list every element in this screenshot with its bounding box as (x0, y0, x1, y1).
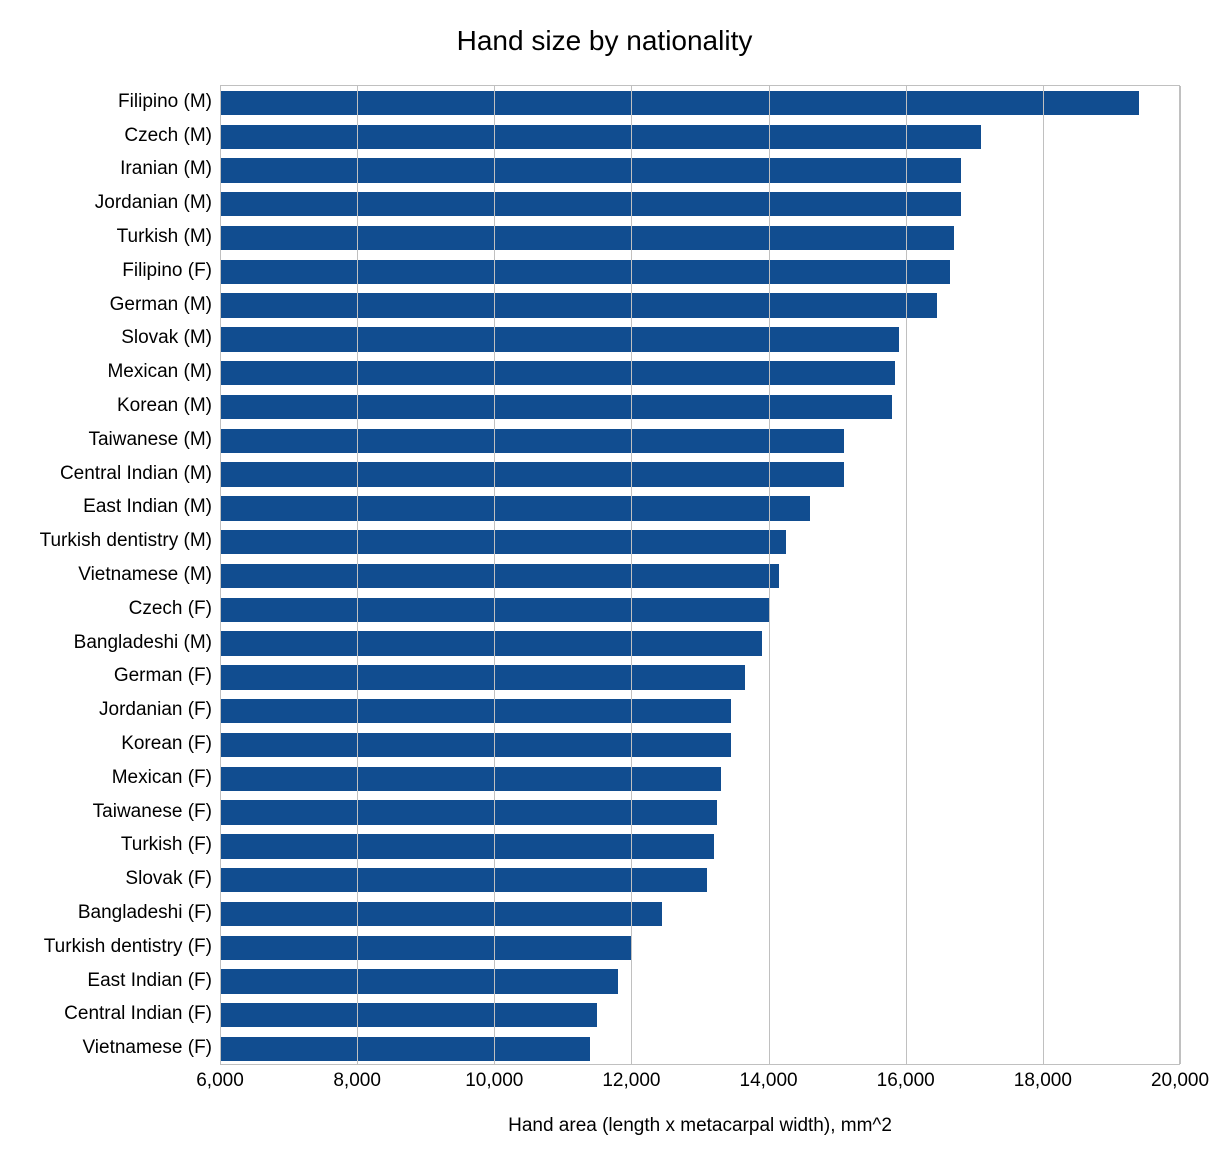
gridline (769, 86, 770, 1064)
y-tick-label: East Indian (M) (0, 495, 212, 519)
bar (220, 429, 844, 453)
y-axis-labels: Filipino (M) Czech (M) Iranian (M) Jordania… (0, 85, 212, 1065)
bar (220, 902, 662, 926)
gridline (631, 86, 632, 1064)
x-tick-label: 16,000 (877, 1070, 935, 1092)
bar (220, 327, 899, 351)
bar (220, 834, 714, 858)
x-tick-label: 20,000 (1151, 1070, 1209, 1092)
gridline (220, 86, 221, 1064)
y-tick-label: Czech (M) (0, 124, 212, 148)
y-tick-label: German (F) (0, 664, 212, 688)
bar (220, 192, 961, 216)
y-tick-label: Slovak (M) (0, 326, 212, 350)
x-tick-label: 10,000 (465, 1070, 523, 1092)
x-axis-label: Hand area (length x metacarpal width), m… (220, 1115, 1180, 1137)
y-tick-label: Vietnamese (F) (0, 1036, 212, 1060)
bar (220, 936, 631, 960)
x-axis-ticks: 6,0008,00010,00012,00014,00016,00018,000… (220, 1070, 1180, 1100)
bar (220, 969, 618, 993)
y-tick-label: Iranian (M) (0, 157, 212, 181)
bar (220, 800, 717, 824)
y-tick-label: Central Indian (F) (0, 1002, 212, 1026)
bar (220, 226, 954, 250)
plot-area (220, 85, 1180, 1065)
y-tick-label: Korean (F) (0, 732, 212, 756)
bar (220, 361, 895, 385)
y-tick-label: Turkish dentistry (F) (0, 935, 212, 959)
bar (220, 158, 961, 182)
bar (220, 496, 810, 520)
bar (220, 665, 745, 689)
y-tick-label: Turkish (F) (0, 833, 212, 857)
chart-title: Hand size by nationality (0, 25, 1209, 57)
bar (220, 395, 892, 419)
bar (220, 125, 981, 149)
y-tick-label: German (M) (0, 293, 212, 317)
y-tick-label: Slovak (F) (0, 867, 212, 891)
x-tick-label: 18,000 (1014, 1070, 1072, 1092)
bar (220, 564, 779, 588)
bar (220, 1003, 597, 1027)
bar (220, 733, 731, 757)
y-tick-label: Filipino (F) (0, 259, 212, 283)
bar (220, 1037, 590, 1061)
gridline (906, 86, 907, 1064)
gridline (494, 86, 495, 1064)
y-tick-label: Vietnamese (M) (0, 563, 212, 587)
gridline (1180, 86, 1181, 1064)
y-tick-label: Mexican (F) (0, 766, 212, 790)
bar (220, 462, 844, 486)
y-tick-label: Czech (F) (0, 597, 212, 621)
bars-layer (220, 86, 1179, 1064)
gridline (1043, 86, 1044, 1064)
bar (220, 530, 786, 554)
x-tick-label: 12,000 (602, 1070, 660, 1092)
bar (220, 699, 731, 723)
y-tick-label: Korean (M) (0, 394, 212, 418)
x-tick-label: 6,000 (196, 1070, 244, 1092)
y-tick-label: Mexican (M) (0, 360, 212, 384)
chart-container: Hand size by nationality Filipino (M) Cze… (0, 0, 1209, 1167)
bar (220, 293, 937, 317)
bar (220, 868, 707, 892)
bar (220, 631, 762, 655)
y-tick-label: Filipino (M) (0, 90, 212, 114)
y-tick-label: Bangladeshi (M) (0, 631, 212, 655)
y-tick-label: Jordanian (M) (0, 191, 212, 215)
gridline (357, 86, 358, 1064)
y-tick-label: Turkish (M) (0, 225, 212, 249)
bar (220, 260, 950, 284)
y-tick-label: Bangladeshi (F) (0, 901, 212, 925)
x-tick-label: 8,000 (333, 1070, 381, 1092)
y-tick-label: East Indian (F) (0, 969, 212, 993)
x-tick-label: 14,000 (740, 1070, 798, 1092)
y-tick-label: Taiwanese (F) (0, 800, 212, 824)
y-tick-label: Turkish dentistry (M) (0, 529, 212, 553)
bar (220, 767, 721, 791)
y-tick-label: Jordanian (F) (0, 698, 212, 722)
y-tick-label: Central Indian (M) (0, 462, 212, 486)
y-tick-label: Taiwanese (M) (0, 428, 212, 452)
